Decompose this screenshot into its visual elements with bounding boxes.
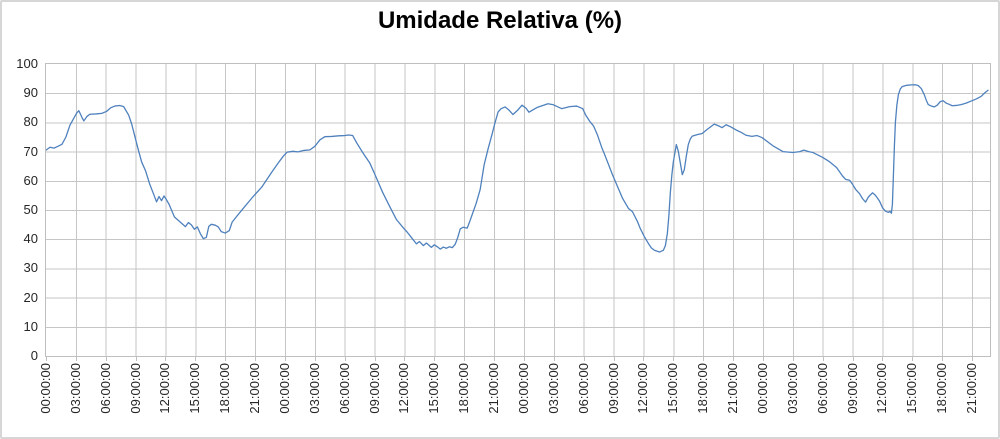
x-axis-label: 12:00:00 [157,363,173,414]
x-axis-tick [583,357,585,361]
x-axis-tick [733,357,735,361]
x-axis-label: 00:00:00 [276,363,292,414]
x-axis-label: 15:00:00 [904,363,920,414]
x-axis-tick [494,357,496,361]
x-axis-tick [912,357,914,361]
x-axis-tick [762,357,764,361]
x-axis-label: 03:00:00 [67,363,83,414]
x-axis-tick [374,357,376,361]
x-axis-label: 15:00:00 [426,363,442,414]
x-axis-label: 21:00:00 [725,363,741,414]
x-axis-tick [553,357,555,361]
x-axis-tick [195,357,197,361]
y-axis-label: 30 [23,260,38,276]
x-axis-label: 09:00:00 [605,363,621,414]
y-axis-label: 50 [23,202,38,217]
x-axis-tick [643,357,645,361]
x-axis-tick [673,357,675,361]
x-axis-tick [792,357,794,361]
x-axis-label: 15:00:00 [187,363,203,414]
x-axis-tick [105,357,107,361]
y-axis-label: 60 [23,172,38,188]
y-axis-label: 10 [23,318,38,334]
x-axis-label: 00:00:00 [38,363,53,414]
x-axis-label: 06:00:00 [814,363,830,414]
x-axis-tick [852,357,854,361]
x-axis-label: 09:00:00 [366,363,382,414]
x-axis-tick [225,357,227,361]
x-axis-label: 12:00:00 [635,363,651,414]
x-axis-label: 00:00:00 [515,363,531,414]
x-axis-tick [165,357,167,361]
x-axis-tick [523,357,525,361]
x-axis-label: 18:00:00 [695,363,711,414]
y-axis-label: 80 [23,114,38,130]
y-axis-label: 40 [23,231,38,247]
x-axis-label: 00:00:00 [754,363,770,414]
x-axis-label: 18:00:00 [217,363,233,414]
x-axis-label: 21:00:00 [486,363,502,414]
y-axis-label: 100 [16,56,38,71]
y-axis-label: 20 [23,289,38,305]
x-axis-tick [75,357,77,361]
x-axis-label: 06:00:00 [97,363,113,414]
x-axis-label: 06:00:00 [336,363,352,414]
x-axis-label: 18:00:00 [934,363,950,414]
x-axis-tick [464,357,466,361]
x-axis-tick [434,357,436,361]
x-axis-tick [404,357,406,361]
x-axis-label: 12:00:00 [396,363,412,414]
x-axis-label: 03:00:00 [545,363,561,414]
x-axis-label: 09:00:00 [844,363,860,414]
x-axis-tick [972,357,974,361]
x-axis-label: 12:00:00 [874,363,890,414]
x-axis-label: 06:00:00 [575,363,591,414]
x-axis-label: 21:00:00 [247,363,263,414]
chart-title: Umidade Relativa (%) [377,7,623,34]
x-axis-tick [284,357,286,361]
x-axis-tick [255,357,257,361]
humidity-line-chart [46,64,990,356]
x-axis-tick [703,357,705,361]
x-axis-label: 18:00:00 [456,363,472,414]
x-axis-label: 15:00:00 [665,363,681,414]
series-line-umidade-relativa [46,84,989,253]
y-axis-label: 70 [23,143,38,159]
x-axis-tick [613,357,615,361]
x-axis-label: 03:00:00 [784,363,800,414]
x-axis-label: 21:00:00 [964,363,980,414]
y-axis-label: 90 [23,85,38,101]
x-axis-label: 09:00:00 [127,363,143,414]
x-axis-tick [135,357,137,361]
plot-area [45,63,991,357]
x-axis-tick [822,357,824,361]
x-axis-label: 03:00:00 [306,363,322,414]
x-axis-tick [942,357,944,361]
y-axis-label: 0 [30,348,38,363]
x-axis-tick [46,357,47,361]
x-axis-tick [314,357,316,361]
x-axis-tick [882,357,884,361]
x-axis-tick [344,357,346,361]
